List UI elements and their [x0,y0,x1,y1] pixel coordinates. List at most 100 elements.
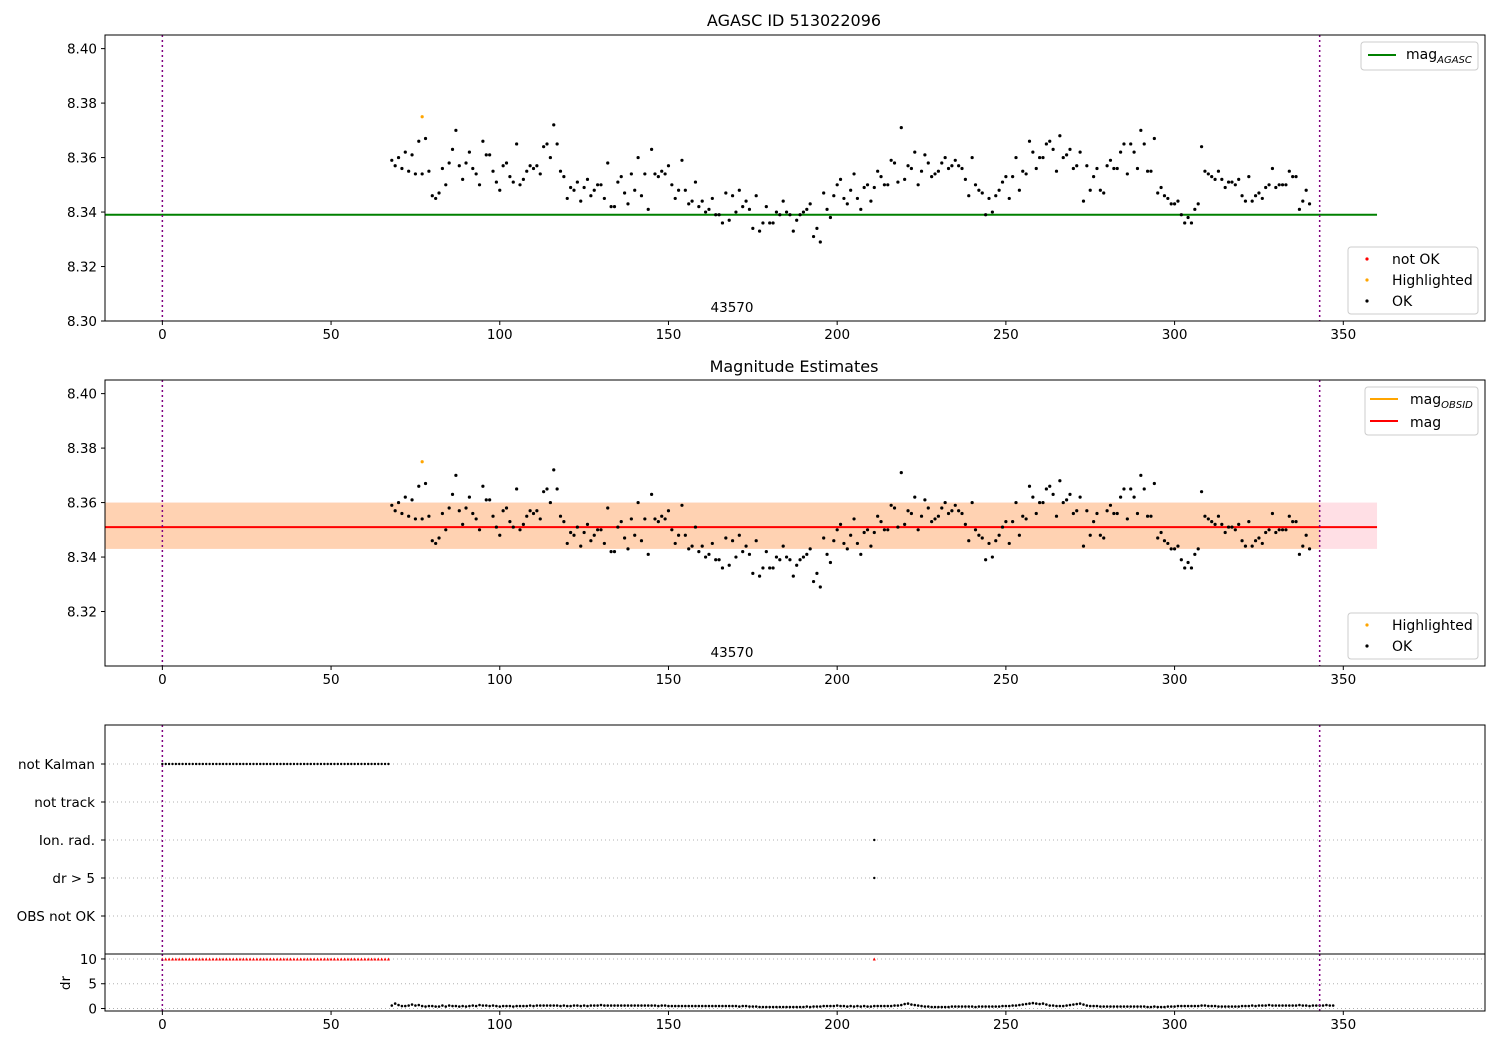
flag-point [184,762,188,766]
ok-point [1233,528,1237,532]
dr-point [1274,1004,1278,1007]
flag-point [323,762,326,766]
flag-point [245,762,248,766]
ok-point [1196,547,1200,551]
ok-point [1294,520,1298,524]
dr-point [424,1005,427,1008]
flag-point [215,762,218,766]
dr-over-limit-point [302,957,306,961]
dr-point [1230,1005,1234,1008]
dr-point [700,1004,704,1008]
ok-point [1297,552,1302,556]
ok-point [1210,520,1214,524]
ok-point [461,522,465,526]
ok-point [535,509,539,513]
dr-point [1082,1003,1085,1006]
dr-point [1034,1002,1038,1005]
flag-row-label: not track [34,795,95,811]
dr-point [1250,1004,1254,1007]
ok-point [771,221,775,225]
ok-point [1260,196,1264,201]
ok-point [1085,509,1089,513]
ok-point [1291,175,1295,179]
dr-over-limit-point [164,957,168,961]
ok-point [973,528,978,532]
ok-point [822,536,826,540]
dr-point [1277,1004,1281,1007]
panel-1-frame [104,34,1486,322]
ok-point [828,560,833,565]
ok-point [913,150,917,154]
ok-point [565,541,569,546]
dr-point [1014,1004,1018,1007]
dr-point [559,1004,562,1008]
dr-point [920,1004,923,1008]
ok-point [822,191,826,195]
dr-over-limit-point [278,957,282,961]
ok-point [1071,511,1075,516]
x-tick-label: 300 [1162,327,1188,343]
dr-point [596,1004,599,1007]
ok-point [1196,202,1200,206]
ok-point [606,506,610,510]
y-tick-label: 8.40 [67,387,97,403]
dr-point [1237,1005,1240,1008]
ok-point [1216,514,1221,518]
ok-point [440,166,445,171]
ok-point [690,544,694,548]
ok-point [737,533,741,537]
ok-point [663,172,667,176]
legend-highlighted: Highlighted [1392,273,1473,289]
dr-point [866,1005,869,1008]
flag-point [299,762,302,766]
dr-point [673,1004,677,1008]
ok-point [1206,517,1210,521]
ok-point [953,503,957,507]
dr-point [1109,1005,1112,1008]
ok-point [1092,175,1096,179]
ok-point [801,555,806,559]
dr-point [839,1004,842,1008]
ok-point [724,191,728,195]
ok-point [629,517,633,521]
ok-point [714,558,718,562]
ok-point [396,500,401,505]
ok-point [670,183,674,187]
ok-point [477,528,482,532]
ok-point [697,550,701,554]
dr-point [403,1004,407,1008]
ok-point [663,517,667,521]
dr-over-limit-point [208,957,212,961]
dr-over-limit-point [292,957,296,961]
dr-point [613,1004,616,1007]
ok-point [1048,139,1052,143]
ok-point [1031,150,1035,154]
ok-point [1004,520,1008,524]
dr-point [964,1005,967,1008]
dr-point [1217,1005,1220,1008]
dr-over-limit-point [191,957,195,961]
dr-point [451,1004,454,1008]
agasc-magnitude-panel: AGASC ID 513022096 0 50 100 150 200 250 300 350… [67,11,1486,343]
ok-point [488,498,492,502]
dr-point [1325,1003,1328,1007]
ok-point [1088,188,1092,192]
flag-point [188,762,191,766]
dr-point [1196,1004,1200,1008]
ok-point [531,511,536,516]
ok-point [761,566,765,570]
ok-point [579,199,583,203]
dr-point [916,1004,920,1007]
ok-point [639,194,644,198]
dr-point [565,1004,569,1008]
ok-point [407,169,411,173]
dr-point [549,1004,552,1007]
dr-point [1284,1004,1288,1007]
flag-point [178,762,181,766]
dr-point [717,1004,721,1008]
ok-point [572,533,576,537]
ok-point [423,481,428,486]
flag-point [360,762,363,766]
ok-point [730,539,735,543]
dr-point [1311,1004,1315,1007]
